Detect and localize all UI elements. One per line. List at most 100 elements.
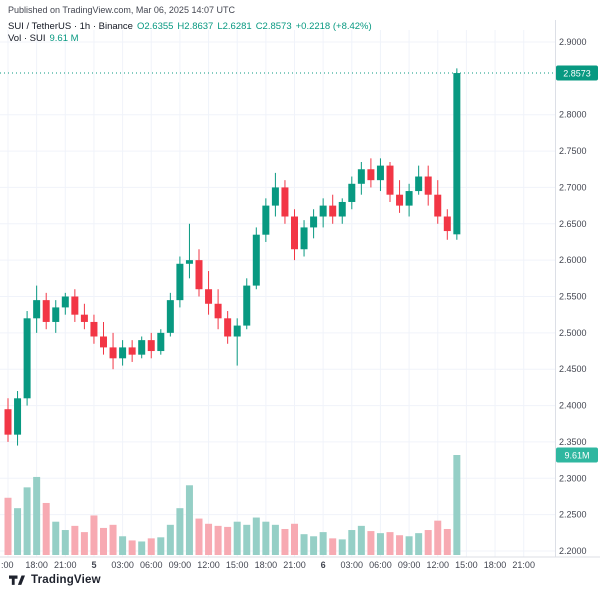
candle-body (195, 260, 203, 290)
volume-bar (119, 536, 127, 555)
volume-bar (214, 525, 222, 555)
candle-body (42, 300, 50, 322)
candle-body (424, 176, 432, 195)
candle-body (291, 216, 298, 250)
volume-bar (80, 532, 88, 555)
time-axis-label: :00 (1, 560, 14, 570)
legend-volume-row: Vol · SUI 9.61 M (8, 33, 376, 45)
volume-bar (319, 532, 327, 555)
volume-bar (367, 531, 375, 555)
time-axis-label: 21:00 (54, 560, 77, 570)
time-axis-label: 03:00 (341, 560, 364, 570)
price-axis-label: 2.2000 (559, 546, 587, 556)
volume-indicator-label[interactable]: Vol · SUI (8, 33, 46, 44)
volume-badge (556, 447, 598, 463)
tradingview-attribution[interactable]: TradingView (9, 573, 101, 587)
price-axis-label: 2.3000 (559, 473, 587, 483)
price-axis-label: 2.7500 (559, 146, 587, 156)
last-price-badge-text: 2.8573 (563, 69, 591, 79)
time-axis-label: 03:00 (111, 560, 134, 570)
time-axis-label: 09:00 (169, 560, 192, 570)
candle-body (386, 165, 394, 195)
volume-bar (252, 517, 260, 555)
volume-bar (443, 528, 451, 555)
candle-body (61, 296, 69, 308)
volume-bar (42, 502, 50, 555)
volume-bar (243, 524, 251, 555)
volume-bar (386, 532, 394, 555)
price-axis-label: 2.5000 (559, 328, 587, 338)
volume-bar (300, 534, 308, 555)
candle-body (262, 205, 270, 235)
volume-bar (338, 539, 346, 555)
candle-body (396, 194, 404, 206)
price-axis-label: 2.5500 (559, 292, 587, 302)
volume-badge-text: 9.61M (564, 451, 589, 461)
ohlc-low: L2.6281 (217, 21, 252, 32)
symbol-title[interactable]: SUI / TetherUS · 1h · Binance (8, 21, 133, 32)
time-axis-label: 18:00 (484, 560, 507, 570)
candle-body (453, 73, 461, 235)
ohlc-change: +0.2218 (+8.42%) (295, 21, 372, 32)
volume-bar (33, 476, 41, 555)
ohlc-open: O2.6355 (136, 21, 174, 32)
time-axis-label: 12:00 (426, 560, 449, 570)
candle-body (271, 187, 279, 206)
volume-bar (233, 521, 241, 555)
candle-body (252, 234, 260, 286)
volume-bar (109, 524, 117, 555)
price-axis-label: 2.6500 (559, 219, 587, 229)
volume-bar (100, 527, 107, 555)
volume-bar (434, 520, 442, 555)
time-axis-label: 06:00 (140, 560, 163, 570)
chart-legend: SUI / TetherUS · 1h · Binance O2.6355 H2.8… (8, 21, 376, 45)
time-axis-label: 15:00 (455, 560, 478, 570)
volume-indicator-value: 9.61 M (49, 33, 79, 44)
ohlc-close: C2.8573 (255, 21, 292, 32)
volume-bar (4, 497, 12, 555)
volume-bar (52, 521, 60, 555)
volume-bar (195, 518, 203, 555)
candle-body (100, 336, 107, 348)
time-axis-label: 5 (91, 560, 96, 570)
candle-body (119, 347, 127, 359)
candle-body (224, 318, 232, 337)
time-axis-label: 21:00 (283, 560, 306, 570)
volume-bar (424, 530, 432, 555)
candle-body (233, 325, 241, 337)
volume-bar (415, 533, 423, 555)
candle-body (310, 216, 318, 228)
volume-bar (348, 530, 356, 555)
candle-body (4, 409, 12, 435)
candle-body (52, 307, 60, 322)
time-axis-label: 18:00 (25, 560, 48, 570)
candle-body (90, 321, 98, 337)
volume-bar (128, 540, 136, 555)
candle-body (33, 300, 41, 319)
ohlc-high: H2.8637 (177, 21, 214, 32)
volume-bar (138, 541, 146, 555)
candle-body (23, 318, 31, 399)
candle-body (205, 289, 213, 304)
volume-bar (329, 538, 337, 555)
price-axis-label: 2.3500 (559, 437, 587, 447)
candle-body (319, 205, 327, 217)
candle-body (376, 165, 384, 181)
time-axis-label: 12:00 (197, 560, 220, 570)
time-axis-label: 06:00 (369, 560, 392, 570)
price-axis-label: 2.7000 (559, 182, 587, 192)
volume-bar (176, 508, 184, 555)
candle-body (405, 191, 413, 206)
time-axis-label: 6 (321, 560, 326, 570)
volume-bar (281, 528, 289, 555)
volume-bar (71, 525, 79, 555)
last-price-badge (556, 65, 598, 81)
volume-bar (405, 536, 413, 555)
candle-body (147, 340, 155, 352)
candle-body (329, 205, 337, 217)
volume-bar (23, 487, 31, 555)
candle-body (348, 183, 356, 202)
price-axis-label: 2.4000 (559, 401, 587, 411)
